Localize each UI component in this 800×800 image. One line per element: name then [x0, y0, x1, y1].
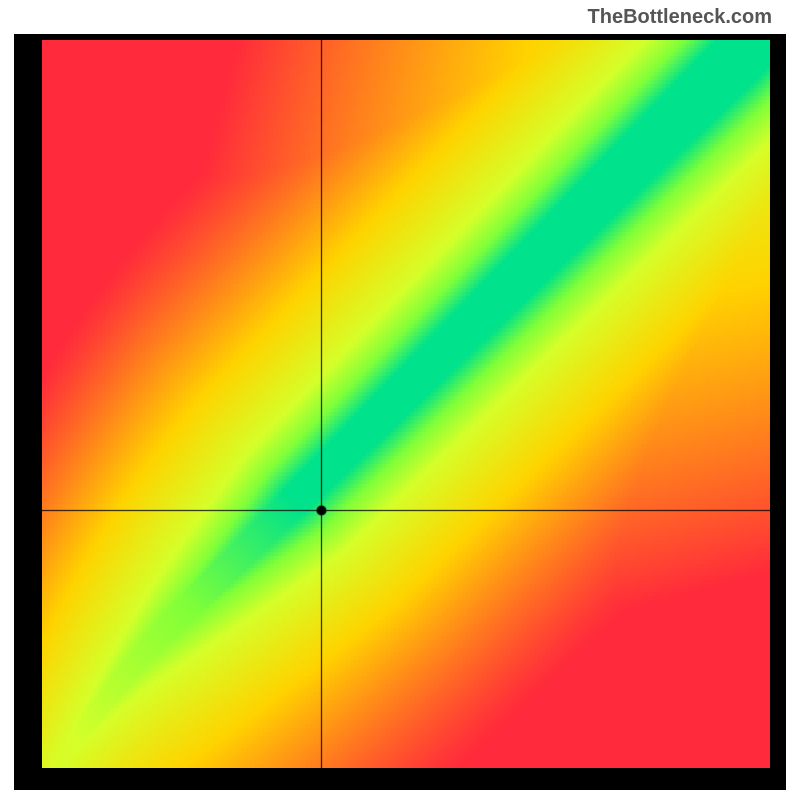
chart-black-frame — [14, 34, 786, 790]
crosshair-overlay — [42, 40, 770, 768]
watermark-text: TheBottleneck.com — [588, 6, 772, 29]
